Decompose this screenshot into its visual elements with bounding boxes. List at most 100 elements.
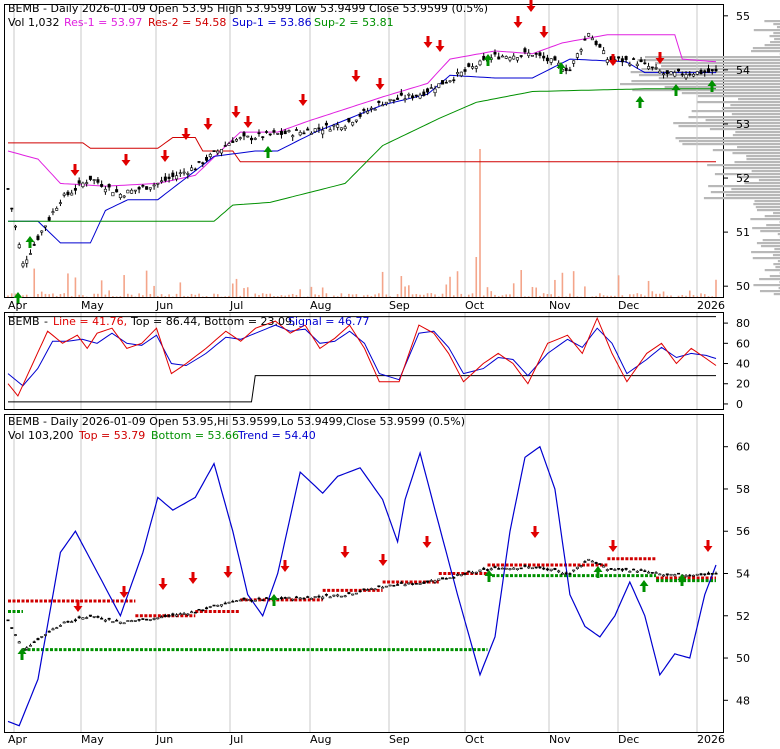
candle-body [160, 617, 162, 618]
candle-body [247, 136, 249, 137]
candle-body [306, 597, 308, 598]
candle-body [531, 568, 533, 569]
volume-bar [299, 289, 301, 297]
volume-profile-bar [746, 155, 780, 157]
candle-body [685, 74, 687, 77]
volume-bar [348, 294, 350, 297]
volume-profile-bar [765, 44, 780, 46]
candle-body [520, 56, 522, 57]
candle-body [97, 180, 99, 183]
volume-profile-bar [697, 101, 780, 103]
volume-profile-bar [641, 68, 780, 70]
volume-profile-bar [761, 245, 780, 247]
volume-bar [11, 293, 13, 297]
candle-body [194, 612, 196, 613]
volume-bar [427, 293, 429, 297]
volume-profile-bar [655, 62, 780, 64]
candle-body [419, 583, 421, 584]
volume-bar [423, 295, 425, 297]
candle-body [130, 621, 132, 622]
volume-profile-bar [765, 215, 780, 217]
candle-body [100, 618, 102, 619]
volume-profile [620, 20, 780, 295]
osc-header-dash: - [44, 315, 48, 328]
candle-body [468, 571, 470, 572]
candle-body [479, 61, 481, 65]
trend-header-title: BEMB - Daily 2026-01-09 Open 53.95,Hi 53… [8, 415, 465, 428]
volume-bar [685, 296, 687, 297]
candle-body [33, 244, 35, 245]
candle-body [456, 574, 458, 575]
candle-body [542, 568, 544, 569]
candle-body [134, 620, 136, 621]
sell-arrow-icon [71, 164, 80, 176]
volume-bar [696, 296, 698, 297]
candle-body [104, 620, 106, 621]
candle-body [157, 618, 159, 619]
candle-body [445, 82, 447, 83]
candle-body [232, 601, 234, 602]
volume-bar [371, 296, 373, 297]
candle-body [299, 132, 301, 135]
volume-bar [577, 296, 579, 297]
volume-bar [97, 294, 99, 297]
y-tick-label: 0 [736, 398, 743, 411]
candle-body [651, 67, 653, 68]
candle-body [363, 109, 365, 110]
month-label: Jul [229, 733, 243, 745]
sup1-line [8, 59, 716, 243]
candle-body [554, 57, 556, 61]
price-header-title: BEMB - Daily 2026-01-09 Open 53.95 High … [8, 2, 488, 15]
volume-bar [449, 277, 451, 297]
volume-profile-bar [732, 152, 780, 154]
price-header-sup2: Sup-2 = 53.81 [314, 16, 394, 29]
candle-body [539, 53, 541, 56]
volume-bar [573, 271, 575, 297]
candle-body [505, 568, 507, 569]
volume-profile-bar [773, 212, 780, 214]
candle-body [209, 154, 211, 156]
candle-body [704, 71, 706, 73]
candle-body [280, 131, 282, 134]
candle-body [498, 568, 500, 569]
candle-body [288, 131, 290, 132]
candle-body [202, 610, 204, 611]
candle-body [415, 583, 417, 584]
candle-body [321, 597, 323, 598]
volume-profile-bar [726, 194, 780, 196]
candle-body [29, 253, 31, 254]
month-label: Apr [8, 733, 28, 745]
price-candles [7, 33, 717, 268]
candle-body [112, 192, 114, 196]
candle-body [670, 574, 672, 575]
volume-profile-bar [659, 77, 780, 79]
candle-body [381, 587, 383, 588]
candle-body [310, 598, 312, 599]
candle-body [119, 622, 121, 623]
volume-bar [535, 288, 537, 297]
volume-bar [239, 296, 241, 297]
buy-arrow-icon [26, 236, 35, 248]
trend-candles [7, 559, 717, 651]
candle-body [48, 217, 50, 220]
candle-body [344, 596, 346, 597]
candle-body [396, 584, 398, 585]
volume-bar [22, 295, 24, 297]
volume-bar [213, 294, 215, 297]
volume-bar [232, 284, 234, 297]
res2-line [8, 138, 716, 162]
candle-body [587, 33, 589, 36]
candle-body [348, 592, 350, 593]
candle-body [647, 66, 649, 68]
candle-body [595, 562, 597, 563]
candle-body [494, 52, 496, 54]
volume-bar [603, 295, 605, 297]
volume-bar [367, 295, 369, 297]
candle-body [591, 38, 593, 40]
candle-body [632, 59, 634, 60]
candle-body [190, 168, 192, 171]
candle-body [70, 622, 72, 623]
candle-body [11, 208, 13, 209]
sell-arrow-icon [189, 572, 198, 584]
